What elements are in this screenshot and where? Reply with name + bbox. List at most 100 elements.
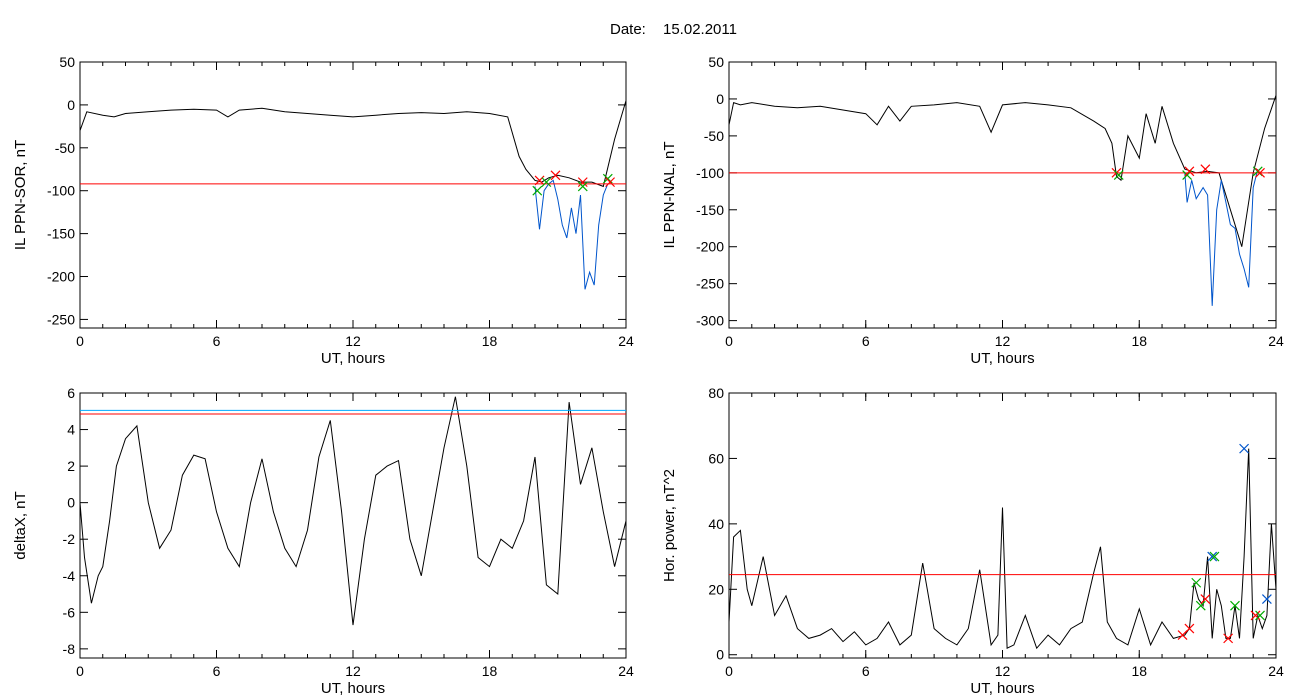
marker-stroke [602,173,613,184]
marker-stroke [1177,630,1188,641]
x-tick-label: 12 [345,663,361,679]
marker-stroke [1200,164,1211,175]
series-line-trace [729,95,1276,247]
y-tick-label: 6 [67,385,75,401]
x-axis-label: UT, hours [321,350,385,367]
plot-area [729,443,1276,650]
marker-end [1255,167,1265,178]
x-axis-label: UT, hours [321,680,385,697]
marker-stroke [1223,633,1234,644]
marker-stroke [534,175,545,186]
chart-il-sor: 0 6 12 18 24 50 0 -50 -100 -150 -200 -250 UT, hours I… [12,54,634,367]
y-tick-label: -200 [696,239,724,255]
marker-stroke [550,170,561,181]
y-tick-label: 4 [67,422,75,438]
marker-stroke [532,185,543,196]
marker-stroke [1255,167,1265,178]
y-axis-label: deltaX, nT [12,491,29,559]
x-tick-label: 0 [725,333,733,349]
marker-stroke [1209,551,1220,562]
x-axis-label: UT, hours [970,680,1034,697]
marker-end [550,170,561,181]
y-tick-label: 2 [67,458,75,474]
plot-area [729,95,1276,306]
y-tick-label: -50 [55,140,75,156]
x-tick-label: 18 [482,333,498,349]
x-tick-label: 18 [1131,333,1147,349]
x-tick-label: 24 [618,333,634,349]
marker-onset [532,185,543,196]
marker-stroke [1239,443,1250,454]
y-axis-label: IL PPN-NAL, nT [661,142,678,249]
marker-end [1250,610,1261,621]
series-line-storm [534,179,609,290]
date-label: Date: [610,21,646,38]
y-tick-label: -250 [696,276,724,292]
y-tick-label: -200 [47,269,75,285]
x-tick-label: 18 [1131,663,1147,679]
marker-onset [1113,170,1124,180]
y-tick-label: 0 [67,97,75,113]
marker-onset [1191,577,1202,588]
x-tick-label: 18 [482,663,498,679]
marker-stroke [1191,577,1202,588]
x-tick-label: 24 [618,663,634,679]
y-tick-label: 50 [59,54,75,70]
chart-il-nal: 0 6 12 18 24 50 0 -50 -100 -150 -200 -250 -300 UT, ho… [661,54,1284,367]
marker-end [577,177,588,188]
series-line-trace [80,100,626,188]
y-tick-label: -100 [47,183,75,199]
marker-onset [577,181,588,192]
marker-stroke [1255,610,1265,621]
marker-stroke [1200,594,1211,605]
y-tick-label: -300 [696,313,724,329]
x-tick-label: 0 [76,333,84,349]
marker-end [1177,630,1188,641]
y-tick-label: 0 [67,495,75,511]
plot-frame [728,392,1277,659]
x-tick-label: 12 [995,663,1011,679]
y-tick-label: -4 [63,568,76,584]
plot-area [80,396,626,626]
y-tick-label: -150 [47,226,75,242]
x-tick-label: 12 [995,333,1011,349]
marker-end [534,175,545,186]
x-axis-label: UT, hours [970,350,1034,367]
marker-end [1200,594,1211,605]
plot-frame [79,61,627,329]
y-axis-label: Hor. power, nT^2 [661,469,678,582]
x-tick-label: 6 [862,333,870,349]
x-tick-label: 12 [345,333,361,349]
x-tick-label: 6 [213,663,221,679]
plot-area [80,100,626,290]
y-tick-label: 50 [708,54,724,70]
y-tick-label: -2 [63,531,76,547]
marker-stroke [1250,610,1261,621]
plot-frame [728,61,1277,329]
y-axis-label: IL PPN-SOR, nT [12,140,29,250]
marker-stroke [1195,600,1206,611]
marker-end [605,177,615,188]
marker-stroke [605,177,615,188]
date-value: 15.02.2011 [663,21,737,38]
x-tick-label: 6 [213,333,221,349]
y-tick-label: -250 [47,311,75,327]
y-tick-label: 0 [716,91,724,107]
marker-stroke [1207,551,1218,562]
y-tick-label: -100 [696,165,724,181]
y-tick-label: 40 [708,516,724,532]
marker-onset [1195,600,1206,611]
y-tick-label: -8 [63,641,76,657]
marker-end [1223,633,1234,644]
series-line-storm [1184,168,1259,306]
marker-onset [1209,551,1220,562]
y-tick-label: 0 [716,647,724,663]
series-line-trace [80,396,626,626]
y-tick-label: 80 [708,385,724,401]
marker-end [1184,166,1195,177]
x-tick-label: 0 [76,663,84,679]
marker-peak [1207,551,1218,562]
